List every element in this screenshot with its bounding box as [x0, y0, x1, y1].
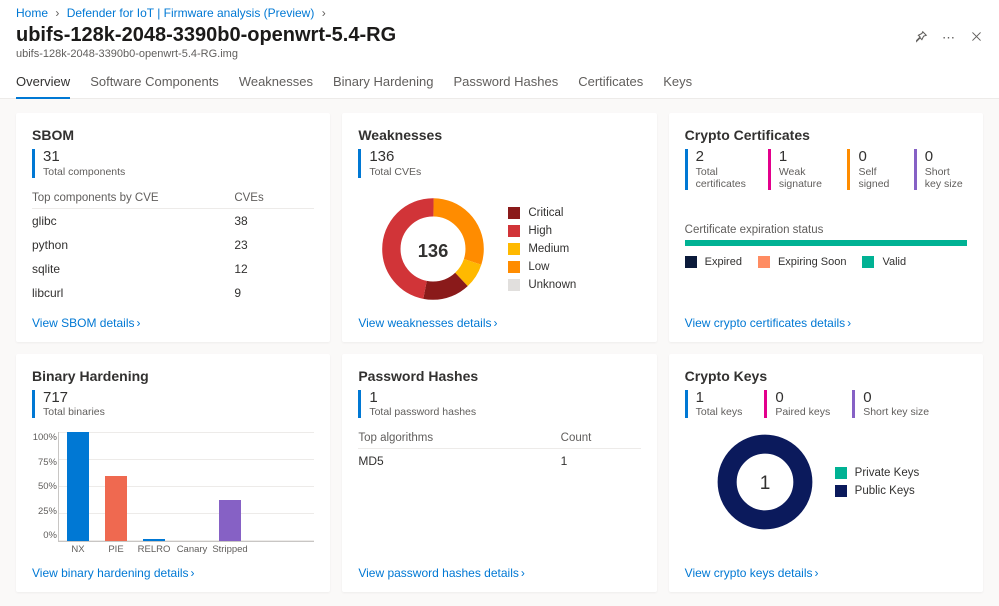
certs-card: Crypto Certificates 2Total certificates 1… [669, 113, 983, 342]
table-row: python23 [32, 233, 314, 257]
stat: 0Paired keys [764, 390, 830, 419]
tab-overview[interactable]: Overview [16, 74, 70, 99]
stat: 1Weak signature [768, 149, 826, 190]
sbom-col-component: Top components by CVE [32, 192, 234, 204]
sbom-title: SBOM [32, 127, 314, 143]
sbom-details-link[interactable]: View SBOM details› [32, 308, 314, 330]
binary-total-label: Total binaries [43, 406, 105, 418]
chevron-right-icon: › [494, 316, 498, 330]
tab-weaknesses[interactable]: Weaknesses [239, 74, 313, 98]
passwords-card: Password Hashes 1 Total password hashes … [342, 354, 656, 593]
tab-keys[interactable]: Keys [663, 74, 692, 98]
stat: 0Short key size [914, 149, 967, 190]
cert-exp-bar [685, 240, 967, 246]
binary-card: Binary Hardening 717 Total binaries 100%… [16, 354, 330, 593]
sbom-total: 31 [43, 149, 125, 166]
binary-title: Binary Hardening [32, 368, 314, 384]
table-row: libcurl9 [32, 281, 314, 305]
keys-card: Crypto Keys 1Total keys 0Paired keys 0Shor… [669, 354, 983, 593]
passwords-total: 1 [369, 390, 476, 407]
tab-certs[interactable]: Certificates [578, 74, 643, 98]
breadcrumb-mid[interactable]: Defender for IoT | Firmware analysis (Pr… [67, 6, 315, 20]
close-icon[interactable] [970, 30, 983, 47]
tabs: Overview Software Components Weaknesses … [0, 66, 999, 99]
sbom-col-cves: CVEs [234, 192, 314, 204]
certs-details-link[interactable]: View crypto certificates details› [685, 308, 967, 330]
table-row: glibc38 [32, 209, 314, 233]
binary-details-link[interactable]: View binary hardening details› [32, 558, 314, 580]
svg-text:1: 1 [759, 473, 770, 494]
weaknesses-details-link[interactable]: View weaknesses details› [358, 308, 640, 330]
bar: Stripped [219, 432, 241, 541]
bar: Canary [181, 432, 203, 541]
stat: 0Short key size [852, 390, 929, 419]
legend-item: Valid [862, 256, 906, 268]
chevron-right-icon: › [55, 6, 59, 20]
pass-col-alg: Top algorithms [358, 432, 560, 444]
legend-item: Expired [685, 256, 742, 268]
stat: 2Total certificates [685, 149, 746, 190]
tab-binary[interactable]: Binary Hardening [333, 74, 433, 98]
weaknesses-title: Weaknesses [358, 127, 640, 143]
bar: RELRO [143, 432, 165, 541]
tab-passwords[interactable]: Password Hashes [453, 74, 558, 98]
breadcrumb-home[interactable]: Home [16, 6, 48, 20]
page-subtitle: ubifs-128k-2048-3390b0-openwrt-5.4-RG.im… [16, 48, 914, 60]
keys-details-link[interactable]: View crypto keys details› [685, 558, 967, 580]
bar: PIE [105, 432, 127, 541]
binary-total: 717 [43, 390, 105, 407]
more-icon[interactable]: ⋯ [942, 30, 956, 47]
legend-item: Critical [508, 207, 576, 219]
stat: 0Self signed [847, 149, 891, 190]
passwords-title: Password Hashes [358, 368, 640, 384]
passwords-details-link[interactable]: View password hashes details› [358, 558, 640, 580]
legend-item: Medium [508, 243, 576, 255]
passwords-total-label: Total password hashes [369, 406, 476, 418]
stat: 1Total keys [685, 390, 743, 419]
pin-icon[interactable] [914, 30, 928, 47]
table-row: sqlite12 [32, 257, 314, 281]
cert-exp-title: Certificate expiration status [685, 224, 967, 236]
legend-item: Public Keys [835, 485, 920, 497]
sbom-card: SBOM 31 Total components Top components … [16, 113, 330, 342]
page-title: ubifs-128k-2048-3390b0-openwrt-5.4-RG [16, 24, 914, 47]
legend-item: Unknown [508, 279, 576, 291]
tab-software[interactable]: Software Components [90, 74, 219, 98]
chevron-right-icon: › [521, 566, 525, 580]
table-row: MD51 [358, 449, 640, 473]
chevron-right-icon: › [815, 566, 819, 580]
legend-item: Private Keys [835, 467, 920, 479]
legend-item: High [508, 225, 576, 237]
binary-barchart: 100%75%50%25%0% NXPIERELROCanaryStripped [58, 432, 314, 542]
weaknesses-total: 136 [369, 149, 421, 166]
svg-text:136: 136 [418, 239, 449, 260]
certs-title: Crypto Certificates [685, 127, 967, 143]
chevron-right-icon: › [322, 6, 326, 20]
sbom-total-label: Total components [43, 166, 125, 178]
chevron-right-icon: › [847, 316, 851, 330]
chevron-right-icon: › [137, 316, 141, 330]
keys-donut: 1 [715, 432, 815, 532]
legend-item: Expiring Soon [758, 256, 847, 268]
breadcrumb: Home › Defender for IoT | Firmware analy… [0, 0, 999, 22]
weaknesses-total-label: Total CVEs [369, 166, 421, 178]
weaknesses-donut: 136 [378, 194, 488, 304]
bar: NX [67, 432, 89, 541]
pass-col-count: Count [561, 432, 641, 444]
keys-title: Crypto Keys [685, 368, 967, 384]
chevron-right-icon: › [191, 566, 195, 580]
legend-item: Low [508, 261, 576, 273]
weaknesses-card: Weaknesses 136 Total CVEs 136 Critical Hi… [342, 113, 656, 342]
